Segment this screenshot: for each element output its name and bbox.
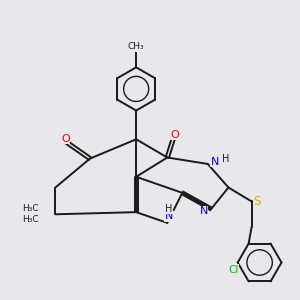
Text: H: H	[165, 204, 172, 214]
Text: N: N	[200, 206, 208, 216]
Text: O: O	[170, 130, 179, 140]
Text: N: N	[165, 211, 173, 221]
Text: O: O	[61, 134, 70, 144]
Text: CH₃: CH₃	[128, 42, 145, 51]
Text: H₃C: H₃C	[22, 215, 39, 224]
Text: H: H	[222, 154, 230, 164]
Text: H₃C: H₃C	[22, 204, 39, 213]
Text: S: S	[253, 195, 261, 208]
Text: N: N	[211, 157, 219, 166]
Text: Cl: Cl	[228, 265, 238, 275]
